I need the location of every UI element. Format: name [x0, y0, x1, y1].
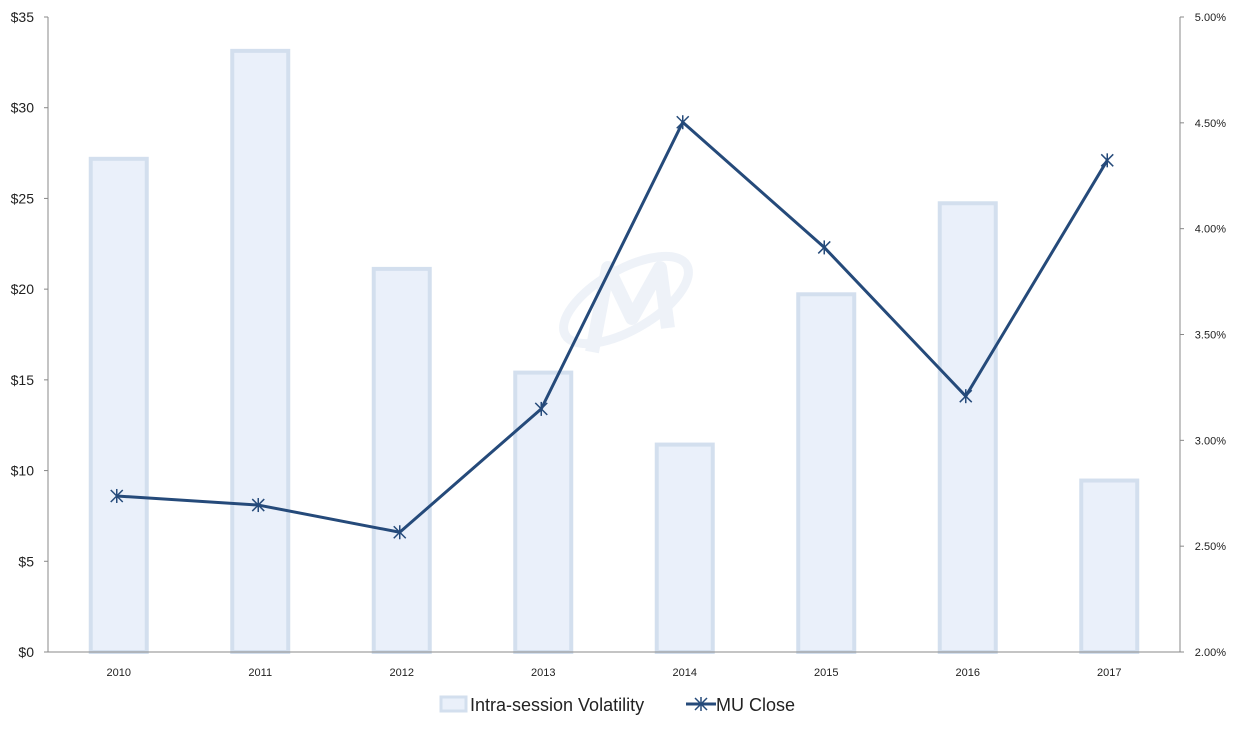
- y-left-tick-label: $5: [18, 553, 34, 569]
- bar: [796, 292, 857, 654]
- x-tick-label: 2012: [390, 667, 414, 679]
- bar: [230, 48, 291, 655]
- legend-label-mu-close: MU Close: [716, 695, 795, 715]
- line-layer: [110, 115, 1114, 540]
- y-right-tick-label: 3.50%: [1195, 330, 1226, 342]
- legend-swatch-bar: [439, 695, 468, 713]
- line-point: [110, 488, 124, 503]
- line-point: [534, 401, 548, 416]
- bars-layer: [88, 48, 1140, 655]
- line-point: [676, 115, 690, 130]
- line-point: [1100, 153, 1114, 168]
- y-right-tick-label: 3.00%: [1195, 435, 1226, 447]
- bar: [513, 370, 574, 654]
- bar: [654, 442, 715, 655]
- legend-label-volatility: Intra-session Volatility: [470, 695, 644, 715]
- x-tick-label: 2015: [814, 667, 838, 679]
- y-left-tick-label: $15: [11, 372, 35, 388]
- y-left-tick-label: $20: [11, 281, 35, 297]
- y-right-tick-label: 2.00%: [1195, 647, 1226, 659]
- line-point: [251, 498, 265, 513]
- y-right-tick-label: 2.50%: [1195, 541, 1226, 553]
- y-left-tick-label: $10: [11, 463, 35, 479]
- line-point: [817, 240, 831, 255]
- bar: [937, 201, 998, 654]
- mu-close-line: [116, 120, 1109, 534]
- y-right-tick-label: 4.50%: [1195, 118, 1226, 130]
- x-tick-label: 2014: [673, 667, 697, 679]
- y-left-tick-label: $25: [11, 190, 35, 206]
- x-tick-label: 2011: [248, 667, 272, 679]
- y-right-tick-label: 4.00%: [1195, 224, 1226, 236]
- bar: [1079, 478, 1140, 654]
- legend: Intra-session Volatility MU Close: [439, 695, 795, 715]
- y-left-tick-label: $35: [11, 9, 35, 25]
- y-left-tick-label: $0: [18, 644, 34, 660]
- axes-layer: $0 $5 $10 $15 $20 $25 $30 $35 2.00% 2.50% 3.00% 3.5…: [11, 9, 1227, 679]
- y-left-tick-label: $30: [11, 100, 35, 116]
- x-tick-label: 2017: [1097, 667, 1121, 679]
- bar: [371, 266, 432, 654]
- y-right-tick-label: 5.00%: [1195, 12, 1226, 24]
- x-tick-label: 2013: [531, 667, 555, 679]
- bar: [88, 156, 149, 654]
- line-point: [959, 389, 973, 404]
- line-point: [393, 525, 407, 540]
- x-tick-label: 2010: [107, 667, 131, 679]
- legend-swatch-marker: [694, 697, 708, 711]
- x-tick-label: 2016: [956, 667, 980, 679]
- watermark-logo: [559, 251, 693, 354]
